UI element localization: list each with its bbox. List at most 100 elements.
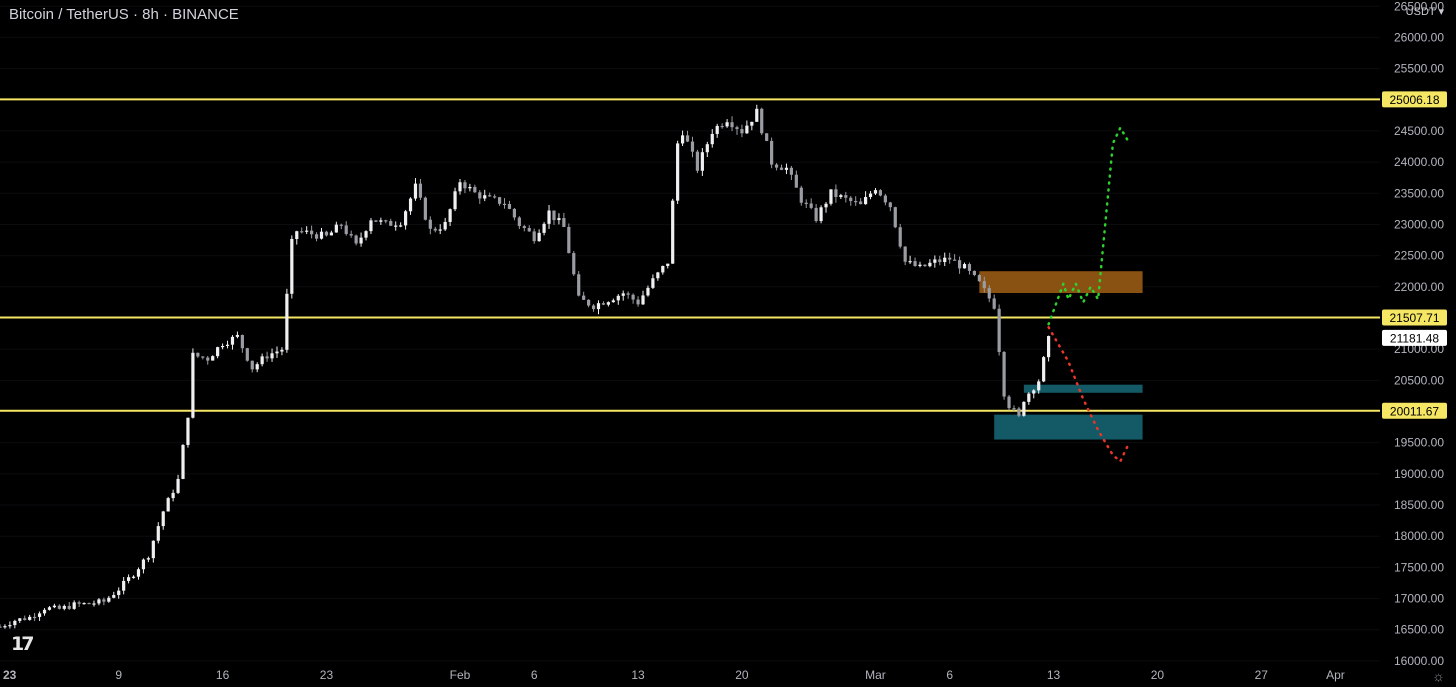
candle-body xyxy=(720,125,724,128)
candle-body xyxy=(146,558,150,560)
x-tick-label: 6 xyxy=(531,668,538,682)
y-tick-label: 25500.00 xyxy=(1394,62,1444,76)
candle-body xyxy=(1007,396,1011,409)
y-tick-label: 18500.00 xyxy=(1394,498,1444,512)
candle-body xyxy=(606,302,610,305)
gear-icon[interactable]: ☼ xyxy=(1432,668,1445,684)
candle-body xyxy=(1032,390,1036,394)
zone-rect[interactable] xyxy=(1023,384,1143,393)
candle-body xyxy=(483,195,487,199)
x-tick-label: 13 xyxy=(631,668,645,682)
candle-body xyxy=(953,259,957,261)
level-price-label[interactable] xyxy=(1382,91,1447,108)
x-tick-label: 16 xyxy=(216,668,230,682)
candle-body xyxy=(517,217,521,227)
candle-body xyxy=(893,207,897,228)
candle-body xyxy=(507,203,512,209)
candle-body xyxy=(591,305,596,310)
candle-body xyxy=(918,264,922,267)
y-tick-label: 22000.00 xyxy=(1394,280,1444,294)
candle-body xyxy=(987,288,991,299)
last-price-label[interactable] xyxy=(1382,329,1447,346)
candle-body xyxy=(389,221,393,226)
candle-body xyxy=(863,196,868,205)
candle-body xyxy=(136,569,141,577)
candle-body xyxy=(755,108,759,122)
candle-body xyxy=(216,347,220,357)
candle-body xyxy=(522,226,526,229)
candle-body xyxy=(433,228,437,231)
candle-body xyxy=(156,526,160,541)
candle-body xyxy=(854,201,858,203)
candle-body xyxy=(878,190,883,196)
y-tick-label: 26000.00 xyxy=(1394,30,1444,44)
candle-body xyxy=(270,353,274,359)
candle-body xyxy=(839,195,843,197)
candle-body xyxy=(705,144,709,153)
candle-body xyxy=(324,231,329,236)
currency-selector[interactable]: USDT ▾ xyxy=(1405,6,1444,18)
candle-body xyxy=(141,559,146,570)
x-tick-label: 27 xyxy=(1255,668,1269,682)
projection-path[interactable] xyxy=(1047,125,1129,326)
candle-body xyxy=(1002,352,1006,397)
x-tick-label: 23 xyxy=(3,668,17,682)
candle-body xyxy=(47,607,52,610)
zone-rect[interactable] xyxy=(994,414,1143,440)
candle-body xyxy=(453,191,457,210)
candle-body xyxy=(898,227,902,247)
candle-body xyxy=(33,616,37,619)
candle-body xyxy=(547,210,551,224)
candle-body xyxy=(28,616,32,620)
candle-body xyxy=(824,203,828,208)
candle-body xyxy=(201,356,205,358)
candle-body xyxy=(37,613,42,617)
candle-body xyxy=(997,308,1001,353)
candle-body xyxy=(804,202,808,204)
candle-body xyxy=(1012,408,1016,410)
candle-body xyxy=(794,174,798,188)
projection-path[interactable] xyxy=(1047,326,1129,464)
candle-body xyxy=(725,122,729,127)
candle-body xyxy=(186,417,190,445)
candle-body xyxy=(552,210,556,221)
candle-body xyxy=(339,224,343,226)
candle-body xyxy=(310,230,314,235)
candle-body xyxy=(502,203,507,206)
candle-body xyxy=(87,602,91,605)
candle-body xyxy=(844,195,848,198)
candle-body xyxy=(651,278,655,288)
candle-body xyxy=(72,602,76,609)
candle-body xyxy=(789,167,793,175)
candle-body xyxy=(305,230,309,232)
y-tick-label: 17500.00 xyxy=(1394,560,1444,574)
candle-body xyxy=(364,231,368,238)
candle-body xyxy=(220,345,225,348)
level-price-text: 20011.67 xyxy=(1390,404,1439,418)
candle-body xyxy=(908,261,912,263)
candle-body xyxy=(849,197,853,202)
candle-body xyxy=(710,133,714,145)
candle-body xyxy=(700,152,704,171)
y-tick-label: 26500.00 xyxy=(1394,0,1444,13)
x-tick-label: Apr xyxy=(1326,668,1345,682)
candle-body xyxy=(423,197,427,220)
candle-body xyxy=(497,197,502,204)
candle-body xyxy=(478,192,482,199)
candle-body xyxy=(814,207,818,222)
level-price-label[interactable] xyxy=(1382,402,1447,419)
candle-body xyxy=(671,200,675,264)
level-price-label[interactable] xyxy=(1382,309,1447,326)
x-tick-label: 13 xyxy=(1047,668,1061,682)
zone-rect[interactable] xyxy=(979,271,1143,294)
candle-body xyxy=(977,275,981,282)
symbol-title: Bitcoin / TetherUS · 8h · BINANCE xyxy=(9,6,239,23)
candle-body xyxy=(750,121,754,126)
candle-body xyxy=(913,261,917,267)
candle-body xyxy=(295,231,299,239)
candle-body xyxy=(948,257,952,260)
candle-body xyxy=(77,602,81,604)
candle-body xyxy=(567,226,571,254)
candle-body xyxy=(799,187,803,203)
